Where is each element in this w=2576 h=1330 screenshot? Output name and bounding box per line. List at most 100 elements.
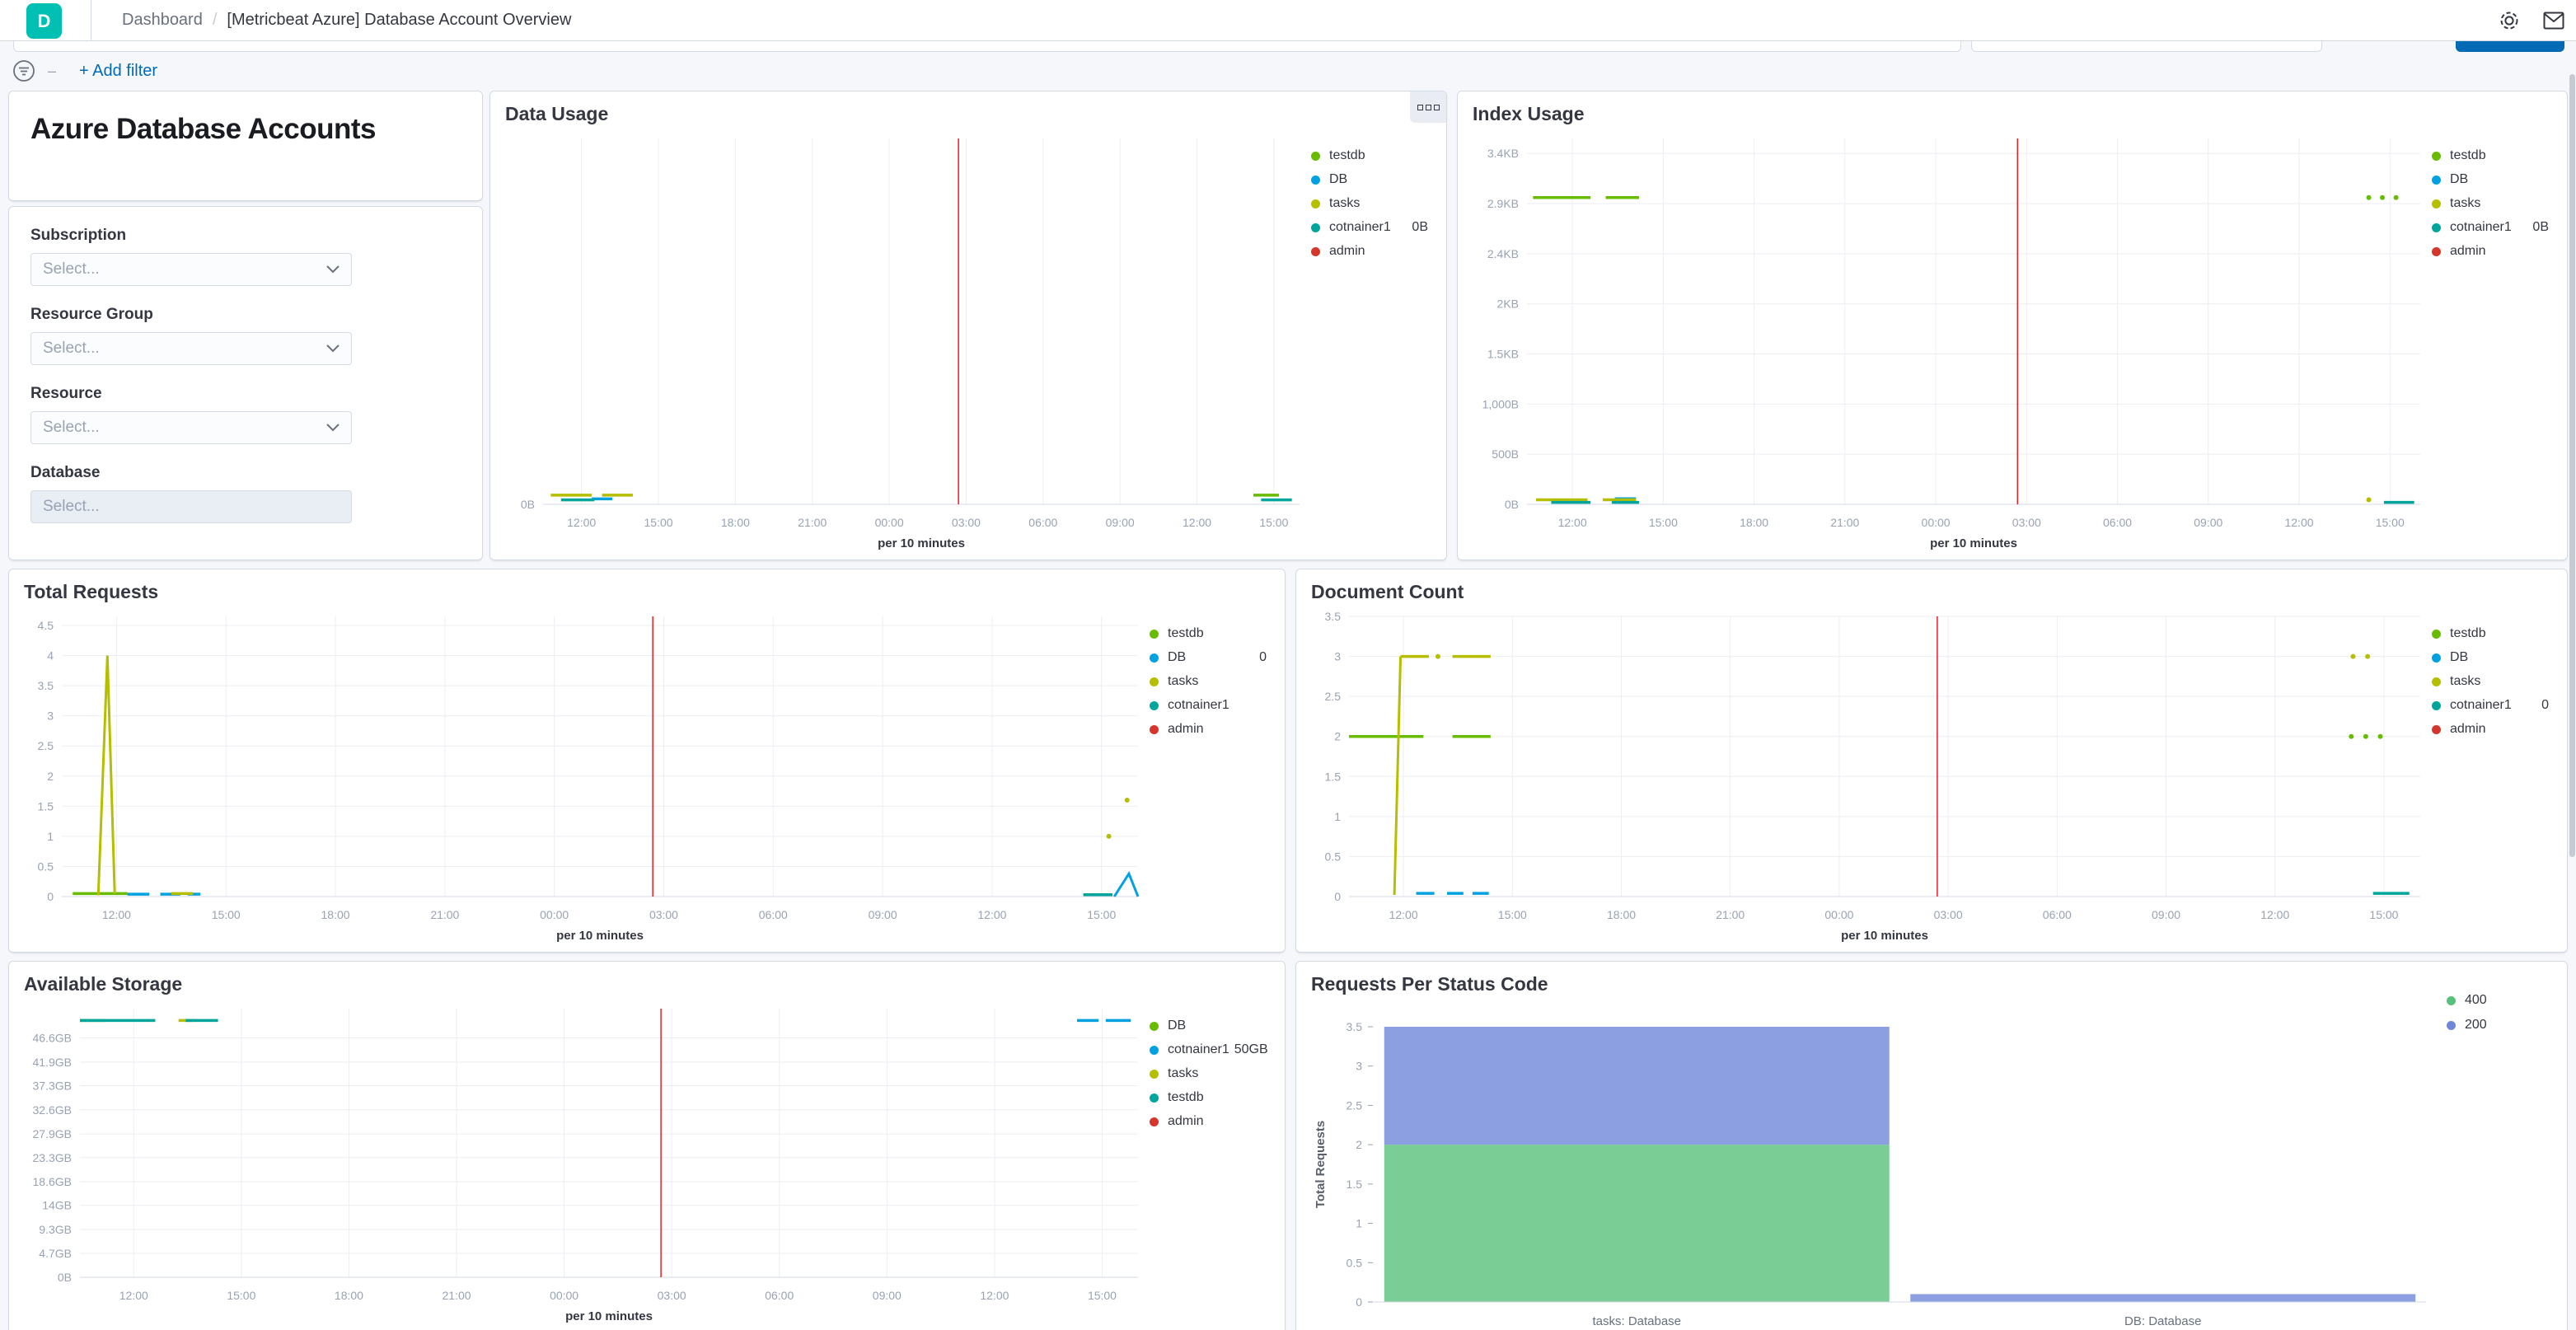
resource-group-select[interactable]: Select... [30, 332, 352, 365]
help-button[interactable] [2487, 0, 2532, 40]
legend-item-admin[interactable]: admin [2432, 722, 2549, 737]
chart-legend: testdb DB 0 tasks cotnainer1 admin [1150, 605, 1280, 943]
filter-icon [13, 60, 35, 82]
svg-text:2.4KB: 2.4KB [1487, 247, 1519, 260]
svg-text:46.6GB: 46.6GB [33, 1032, 72, 1045]
panel-options-button[interactable] [1410, 91, 1446, 123]
chart-legend: testdb DB tasks cotnainer1 0B admin [2432, 127, 2562, 550]
svg-text:3.4KB: 3.4KB [1487, 147, 1519, 160]
app-logo[interactable]: D [26, 3, 62, 39]
legend-item-cotnainer1[interactable]: cotnainer1 0 [2432, 698, 2549, 713]
subscription-select[interactable]: Select... [30, 253, 352, 286]
breadcrumb-current-page: [Metricbeat Azure] Database Account Over… [227, 11, 572, 29]
legend-item-DB[interactable]: DB 0 [1150, 650, 1267, 665]
svg-text:2: 2 [1356, 1138, 1362, 1151]
legend-label: DB [2450, 650, 2469, 664]
legend-item-cotnainer1[interactable]: cotnainer1 [1150, 698, 1267, 713]
document-count-chart[interactable]: 12:00 15:00 18:00 21:00 00:00 03:00 06:00 09:00… [1298, 605, 2432, 943]
legend-item-testdb[interactable]: testdb [2432, 626, 2549, 641]
svg-text:00:00: 00:00 [875, 516, 904, 529]
chart-canvas[interactable]: 12:00 15:00 18:00 21:00 00:00 03:00 06:00 09:00… [1459, 127, 2432, 550]
legend-item-cotnainer1[interactable]: cotnainer1 0B [2432, 220, 2549, 235]
legend-dot [2432, 175, 2441, 185]
requests-per-status-code-chart[interactable]: 0 0.5 1 1.5 2 2.5 3 3.5 tasks: Database DB: Datab… [1298, 997, 2562, 1330]
svg-text:3: 3 [47, 709, 54, 723]
chart-canvas[interactable]: 12:00 15:00 18:00 21:00 00:00 03:00 06:00 09:00… [11, 997, 1150, 1323]
legend-item-400[interactable]: 400 [2447, 993, 2546, 1008]
search-query-input[interactable] [13, 41, 1961, 52]
legend-item-cotnainer1[interactable]: cotnainer1 0B [1311, 220, 1428, 235]
legend-item-DB[interactable]: DB [2432, 172, 2549, 187]
chart-canvas[interactable]: 0 0.5 1 1.5 2 2.5 3 3.5 tasks: Database DB: Datab… [1298, 997, 2562, 1330]
svg-text:1.5: 1.5 [1347, 1178, 1363, 1191]
total-requests-panel: Total Requests 12:00 15:00 18:00 21:00 00:00… [8, 569, 1286, 953]
legend-label: admin [1329, 244, 1365, 258]
index-usage-panel: Index Usage 12:00 15:00 18:00 21:00 00:00 03:… [1457, 91, 2568, 560]
svg-text:2KB: 2KB [1497, 297, 1519, 311]
legend-label: testdb [2450, 626, 2486, 640]
legend-label: admin [1168, 1114, 1204, 1128]
svg-text:0: 0 [47, 890, 54, 903]
breadcrumb-dashboard-link[interactable]: Dashboard [122, 11, 203, 29]
scrollbar-thumb[interactable] [2569, 74, 2575, 857]
control-label: Subscription [30, 227, 127, 244]
chart-canvas[interactable]: 12:00 15:00 18:00 21:00 00:00 03:00 06:00 09:00… [11, 605, 1150, 943]
svg-text:12:00: 12:00 [119, 1289, 148, 1302]
add-filter-link[interactable]: + Add filter [79, 61, 158, 80]
data-usage-chart[interactable]: 12:00 15:00 18:00 21:00 00:00 03:00 06:00 09:00… [492, 127, 1311, 550]
filter-menu-button[interactable] [12, 59, 36, 83]
svg-text:41.9GB: 41.9GB [33, 1056, 72, 1069]
legend-item-testdb[interactable]: testdb [1311, 148, 1428, 163]
svg-text:18:00: 18:00 [1607, 908, 1636, 921]
legend-item-200[interactable]: 200 [2447, 1018, 2546, 1033]
total-requests-chart[interactable]: 12:00 15:00 18:00 21:00 00:00 03:00 06:00 09:00… [11, 605, 1150, 943]
svg-text:15:00: 15:00 [212, 908, 241, 921]
chart-canvas[interactable]: 12:00 15:00 18:00 21:00 00:00 03:00 06:00 09:00… [1298, 605, 2432, 943]
legend-value: 0B [2532, 220, 2549, 234]
legend-item-DB[interactable]: DB [2432, 650, 2549, 665]
svg-text:2.5: 2.5 [1325, 690, 1342, 703]
legend-item-testdb[interactable]: testdb [1150, 626, 1267, 641]
resource-select[interactable]: Select... [30, 411, 352, 444]
svg-text:0.5: 0.5 [38, 859, 54, 873]
legend-item-admin[interactable]: admin [1150, 722, 1267, 737]
svg-text:1: 1 [47, 830, 54, 843]
legend-dot [1150, 1069, 1159, 1079]
legend-item-admin[interactable]: admin [1311, 244, 1428, 259]
legend-item-tasks[interactable]: tasks [2432, 196, 2549, 211]
legend-item-DB[interactable]: DB [1150, 1019, 1267, 1033]
legend-item-cotnainer1[interactable]: cotnainer1 50GB [1150, 1042, 1268, 1057]
date-picker[interactable] [1971, 41, 2322, 52]
legend-dot [1150, 700, 1159, 710]
svg-text:37.3GB: 37.3GB [33, 1079, 72, 1092]
chart-canvas[interactable]: 12:00 15:00 18:00 21:00 00:00 03:00 06:00 09:00… [492, 127, 1311, 550]
legend-item-admin[interactable]: admin [2432, 244, 2549, 259]
legend-dot [1311, 199, 1320, 208]
newsfeed-button[interactable] [2532, 0, 2576, 40]
legend-item-tasks[interactable]: tasks [1150, 1066, 1267, 1081]
legend-dot [1311, 151, 1320, 161]
index-usage-chart[interactable]: 12:00 15:00 18:00 21:00 00:00 03:00 06:00 09:00… [1459, 127, 2432, 550]
legend-item-testdb[interactable]: testdb [2432, 148, 2549, 163]
legend-item-DB[interactable]: DB [1311, 172, 1428, 187]
available-storage-chart[interactable]: 12:00 15:00 18:00 21:00 00:00 03:00 06:00 09:00… [11, 997, 1150, 1323]
legend-item-admin[interactable]: admin [1150, 1114, 1267, 1129]
legend-item-tasks[interactable]: tasks [1311, 196, 1428, 211]
svg-text:500B: 500B [1492, 447, 1519, 461]
legend-label: admin [2450, 722, 2486, 736]
update-button[interactable] [2456, 41, 2564, 52]
svg-text:00:00: 00:00 [540, 908, 569, 921]
svg-text:21:00: 21:00 [1716, 908, 1745, 921]
legend-item-tasks[interactable]: tasks [1150, 674, 1267, 689]
legend-item-tasks[interactable]: tasks [2432, 674, 2549, 689]
control-resource-group: Resource Group Select... [30, 306, 461, 365]
svg-text:4: 4 [47, 649, 54, 663]
legend-item-testdb[interactable]: testdb [1150, 1090, 1267, 1105]
svg-text:per 10 minutes: per 10 minutes [878, 536, 965, 550]
legend-dot [2432, 246, 2441, 256]
legend-dot [2432, 199, 2441, 208]
database-select: Select... [30, 490, 352, 523]
markdown-panel: Azure Database Accounts [8, 91, 483, 201]
legend-dot [2447, 995, 2456, 1005]
svg-text:15:00: 15:00 [227, 1289, 255, 1302]
